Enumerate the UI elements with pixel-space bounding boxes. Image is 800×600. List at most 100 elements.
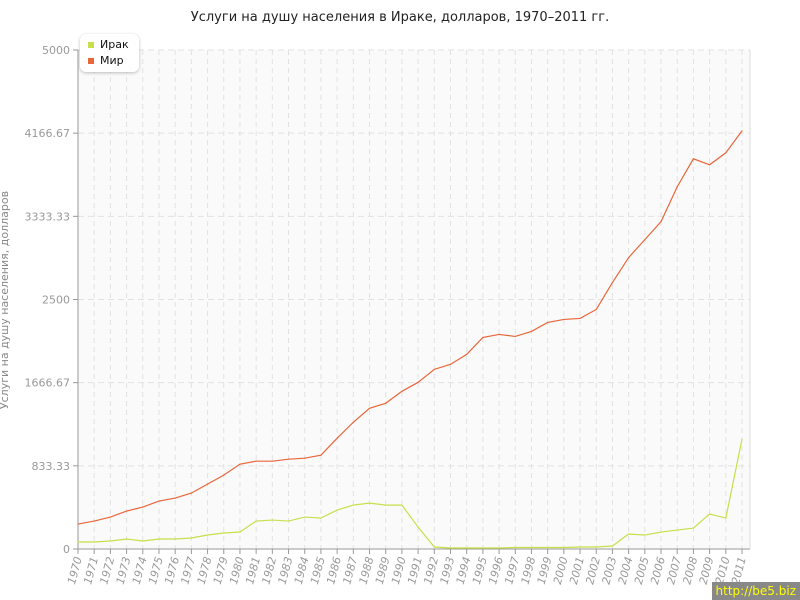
data-point bbox=[676, 186, 678, 188]
data-point bbox=[579, 546, 581, 548]
data-point bbox=[125, 538, 128, 540]
legend-swatch-world bbox=[88, 58, 94, 64]
series-line-iraq bbox=[78, 439, 743, 549]
data-point bbox=[692, 158, 695, 160]
data-point bbox=[741, 130, 743, 132]
data-point bbox=[498, 547, 500, 549]
data-point bbox=[93, 541, 95, 543]
data-point bbox=[628, 533, 630, 535]
data-point bbox=[579, 317, 581, 320]
data-point bbox=[206, 534, 209, 536]
data-point bbox=[466, 547, 468, 549]
data-point bbox=[158, 500, 160, 502]
legend-swatch-iraq bbox=[88, 42, 94, 48]
data-point bbox=[433, 546, 435, 548]
data-point bbox=[725, 517, 727, 519]
data-point bbox=[320, 454, 322, 456]
data-point bbox=[433, 368, 435, 370]
data-point bbox=[336, 509, 338, 511]
y-tick-label: 3333.33 bbox=[25, 210, 71, 223]
data-point bbox=[709, 164, 711, 166]
data-point bbox=[287, 458, 290, 460]
data-point bbox=[530, 546, 533, 549]
legend-label-world: Мир bbox=[100, 54, 124, 67]
data-point bbox=[482, 547, 484, 549]
data-point bbox=[336, 437, 338, 439]
data-point bbox=[741, 438, 743, 440]
y-axis-label: Услуги на душу населения, долларов bbox=[0, 191, 11, 409]
data-point bbox=[530, 330, 533, 333]
data-point bbox=[385, 504, 387, 506]
data-point bbox=[271, 460, 273, 462]
data-point bbox=[109, 516, 111, 518]
data-point bbox=[709, 513, 711, 515]
data-point bbox=[174, 497, 176, 499]
data-point bbox=[725, 152, 727, 154]
data-point bbox=[271, 519, 273, 521]
data-point bbox=[676, 529, 678, 531]
legend-label-iraq: Ирак bbox=[100, 38, 129, 51]
data-point bbox=[142, 506, 144, 508]
data-point bbox=[595, 308, 597, 311]
data-point bbox=[449, 547, 452, 549]
data-point bbox=[352, 504, 354, 506]
data-point bbox=[206, 483, 209, 485]
data-point bbox=[514, 335, 516, 338]
data-point bbox=[644, 534, 646, 536]
data-point bbox=[482, 336, 484, 339]
data-point bbox=[628, 256, 630, 259]
data-point bbox=[692, 527, 695, 529]
data-point bbox=[417, 381, 419, 383]
data-point bbox=[401, 390, 403, 392]
data-point bbox=[190, 537, 192, 539]
data-point bbox=[547, 321, 549, 324]
y-tick-label: 4166.67 bbox=[25, 127, 71, 140]
data-point bbox=[158, 538, 160, 540]
y-tick-label: 0 bbox=[63, 543, 70, 556]
data-point bbox=[547, 546, 549, 549]
data-point bbox=[368, 502, 371, 504]
data-point bbox=[287, 520, 290, 522]
data-point bbox=[385, 402, 387, 404]
chart-title: Услуги на душу населения в Ираке, доллар… bbox=[190, 10, 610, 25]
data-point bbox=[223, 474, 225, 476]
y-tick-label: 2500 bbox=[42, 294, 70, 307]
data-point bbox=[304, 516, 306, 518]
data-point bbox=[239, 463, 241, 465]
legend: Ирак Мир bbox=[80, 34, 139, 72]
data-point bbox=[660, 531, 662, 533]
series-line-world bbox=[77, 130, 743, 525]
data-point bbox=[466, 353, 468, 355]
data-point bbox=[255, 460, 257, 462]
watermark: http://be5.biz bbox=[711, 582, 800, 600]
data-point bbox=[320, 517, 322, 519]
data-point bbox=[352, 421, 354, 423]
legend-item-iraq[interactable]: Ирак bbox=[88, 37, 129, 53]
data-point bbox=[77, 541, 79, 543]
data-point bbox=[660, 221, 662, 223]
data-point bbox=[93, 520, 95, 522]
data-point bbox=[304, 457, 306, 459]
legend-item-world[interactable]: Мир bbox=[88, 53, 129, 69]
data-point bbox=[174, 538, 176, 540]
data-point bbox=[595, 546, 597, 548]
y-tick-label: 5000 bbox=[42, 44, 70, 57]
data-point bbox=[514, 546, 516, 549]
data-point bbox=[255, 520, 257, 522]
data-point bbox=[449, 363, 452, 365]
data-point bbox=[109, 540, 111, 542]
data-point bbox=[417, 526, 419, 528]
y-tick-label: 1666.67 bbox=[25, 377, 71, 390]
data-point bbox=[223, 532, 225, 534]
data-point bbox=[125, 510, 128, 512]
data-point bbox=[563, 546, 565, 549]
data-point bbox=[644, 239, 646, 241]
data-point bbox=[498, 333, 500, 336]
data-point bbox=[368, 407, 371, 409]
data-point bbox=[401, 504, 403, 506]
data-point bbox=[142, 540, 144, 542]
data-point bbox=[77, 523, 79, 525]
y-tick-label: 833.33 bbox=[32, 460, 71, 473]
data-point bbox=[563, 318, 565, 321]
